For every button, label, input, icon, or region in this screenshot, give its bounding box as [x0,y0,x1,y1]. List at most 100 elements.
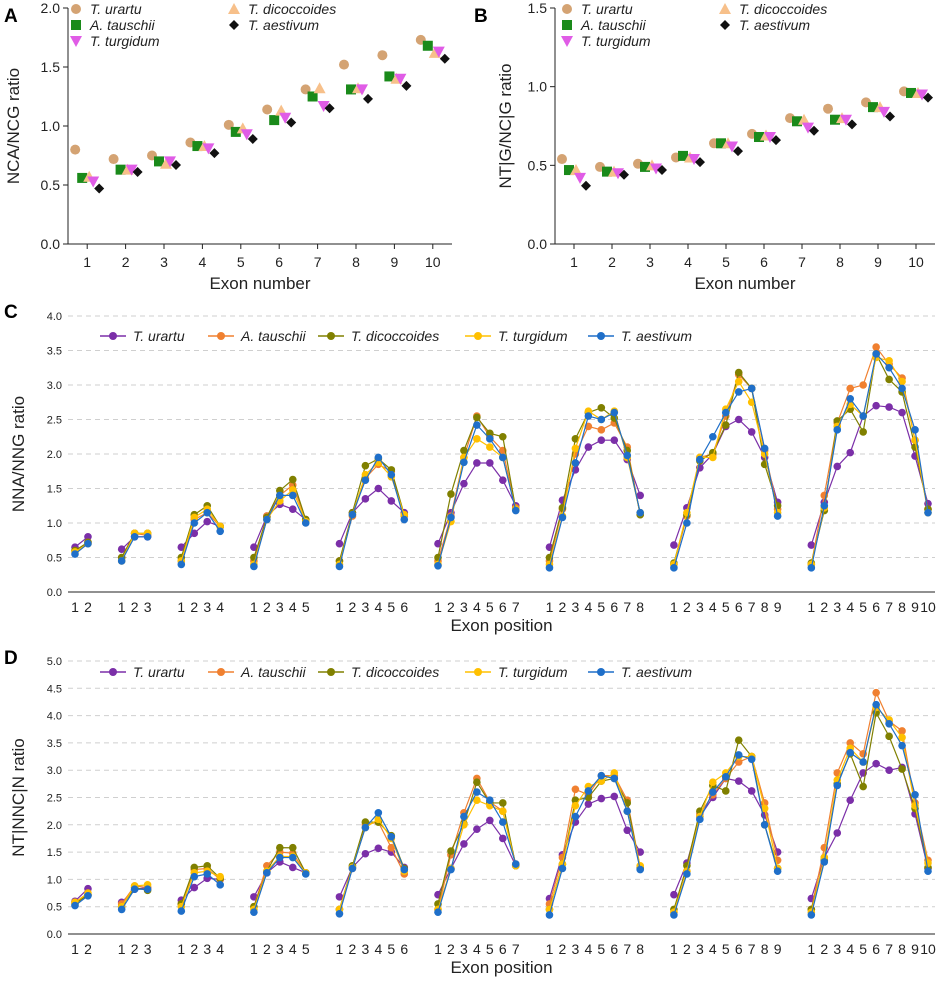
c-point-t-urartu [885,403,893,411]
c-point-t-aestivum [250,562,258,571]
c-x-tick-label: 3 [203,599,211,615]
a-legend: T. urartu T. dicoccoides A. tauschii T. aes… [70,1,336,49]
a-point-t-dicoccoides [313,82,326,94]
c-x-tick-label: 6 [610,599,618,615]
d-point-t-aestivum [460,812,468,821]
c-x-tick-label: 6 [872,599,880,615]
c-line-a-tauschii [810,345,929,565]
d-point-t-turgidum [898,733,906,742]
c-x-tick-label: 2 [820,599,828,615]
d-x-tick-label: 4 [709,941,717,957]
d-x-tick-label: 4 [473,941,481,957]
d-point-t-aestivum [335,909,344,918]
b-point-t-aestivum [847,119,857,130]
c-point-t-turgidum [473,435,481,443]
c-legend-label-a-tauschii: A. tauschii [240,328,306,344]
b-point-a-tauschii [754,132,764,143]
d-x-tick-label: 2 [131,941,139,957]
a-point-t-aestivum [286,117,297,128]
d-point-t-aestivum [911,790,919,799]
d-point-t-urartu [610,792,619,801]
c-point-t-turgidum [709,453,717,462]
a-x-axis-title: Exon number [209,274,310,293]
c-point-t-aestivum [130,533,139,541]
d-y-tick-label: 4.5 [47,683,62,695]
b-point-t-urartu [823,103,833,114]
c-line-t-aestivum [338,456,405,567]
b-series-t-turgidum [574,89,928,184]
d-point-t-aestivum [670,911,678,919]
a-point-t-aestivum [209,148,220,159]
c-y-tick-label: 4.0 [47,311,62,323]
d-line-a-tauschii [810,690,929,910]
b-point-t-turgidum [840,114,852,126]
d-point-a-tauschii [571,785,580,794]
d-y-tick-label: 1.0 [47,874,62,886]
c-point-t-aestivum [584,412,593,420]
c-x-tick-label: 3 [571,599,579,615]
c-point-t-turgidum [486,443,494,451]
a-point-t-turgidum [279,112,292,124]
d-x-tick-label: 2 [559,941,567,957]
b-x-tick-label: 2 [608,254,616,270]
d-point-t-dicoccoides [498,799,507,807]
b-legend: T. urartu T. dicoccoides A. tauschii T. aes… [561,1,827,49]
d-point-t-aestivum [807,911,816,919]
b-point-a-tauschii [678,150,688,161]
c-legend-marker-a-tauschii [217,332,225,340]
c-point-t-urartu [584,443,593,451]
c-line-a-tauschii [673,373,779,565]
c-y-tick-label: 1.0 [47,518,62,530]
d-x-tick-label: 3 [833,941,841,957]
d-x-tick-label: 5 [859,941,867,957]
c-point-t-aestivum [203,508,212,517]
d-point-t-aestivum [636,865,645,874]
b-point-a-tauschii [868,102,878,113]
c-x-tick-label: 3 [361,599,369,615]
d-point-t-aestivum [597,771,606,780]
c-point-t-dicoccoides [498,432,507,441]
d-point-t-dicoccoides [276,843,284,852]
b-x-tick-label: 10 [908,254,924,270]
a-point-t-urartu [108,154,119,165]
d-series-t-aestivum [71,700,932,919]
d-point-t-dicoccoides [203,861,212,870]
d-point-t-aestivum [747,755,756,764]
c-point-t-dicoccoides [721,421,730,429]
b-point-a-tauschii [906,87,916,98]
a-point-t-urartu [70,144,81,155]
a-series-t-aestivum [94,53,450,194]
c-point-t-urartu [361,495,370,503]
d-point-t-dicoccoides [447,847,455,855]
d-point-t-aestivum [348,864,357,873]
d-x-tick-label: 4 [374,941,382,957]
c-point-t-aestivum [760,444,769,453]
c-x-tick-label: 2 [131,599,139,615]
c-line-t-dicoccoides [548,407,641,558]
d-x-tick-label: 8 [636,941,644,957]
a-point-t-turgidum [317,100,330,112]
c-point-t-aestivum [263,515,271,524]
c-point-t-aestivum [807,564,816,572]
d-point-t-turgidum [597,777,606,785]
d-point-a-tauschii [872,688,880,697]
d-x-tick-label: 6 [735,941,743,957]
a-point-a-tauschii [346,84,356,95]
d-point-t-urartu [833,829,842,837]
a-point-t-aestivum [94,183,105,194]
d-point-a-tauschii [387,843,396,852]
d-legend-label-a-tauschii: A. tauschii [240,664,306,680]
b-x-tick-label: 5 [722,254,730,270]
d-x-tick-label: 5 [722,941,730,957]
c-x-tick-label: 1 [546,599,554,615]
panel-d: D 0.00.51.01.52.02.53.03.54.04.55.01 2 1 2 3… [4,648,936,977]
c-point-t-turgidum [911,436,919,445]
d-x-tick-label: 3 [571,941,579,957]
c-x-tick-label: 2 [559,599,567,615]
d-point-t-aestivum [301,870,310,878]
d-x-tick-label: 6 [499,941,507,957]
a-point-a-tauschii [384,71,395,82]
b-legend-marker-a-tauschii [562,20,572,30]
d-point-t-urartu [335,893,344,901]
d-legend-label-t-turgidum: T. turgidum [498,664,568,680]
